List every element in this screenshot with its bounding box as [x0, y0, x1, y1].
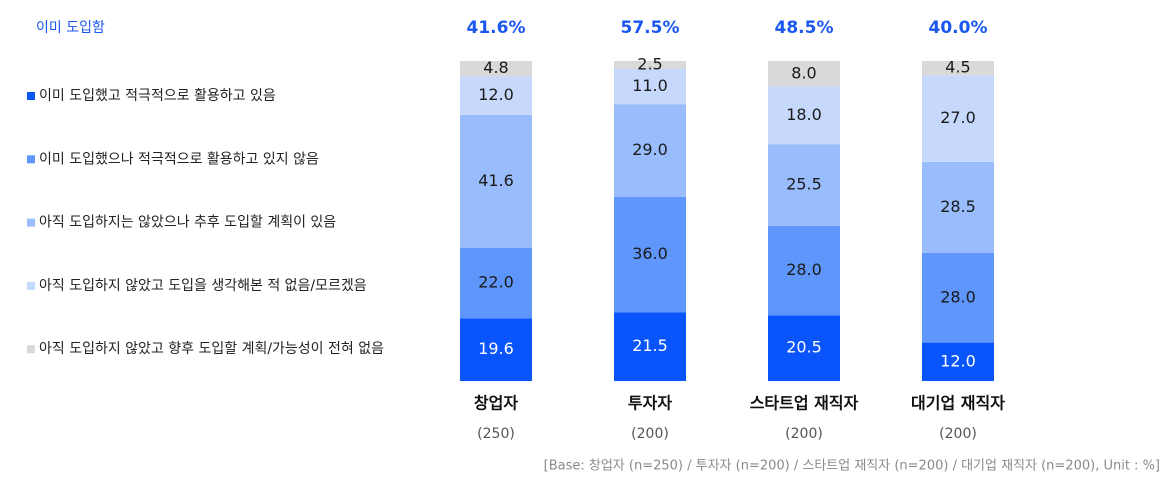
value-label: 11.0	[632, 76, 668, 95]
bar-segment	[922, 61, 994, 76]
bar-segment	[768, 315, 840, 381]
category-note: (200)	[939, 426, 977, 442]
value-label: 19.6	[478, 339, 514, 358]
legend-swatch	[27, 218, 35, 227]
legend-label: 아직 도입하지 않았고 향후 도입할 계획/가능성이 전혀 없음	[39, 341, 384, 357]
bar-segment	[460, 318, 532, 381]
adopted-label: 이미 도입함	[36, 20, 105, 36]
bar-segment	[768, 225, 840, 316]
value-label: 22.0	[478, 273, 514, 292]
value-label: 28.5	[940, 197, 976, 216]
total-label: 40.0%	[929, 18, 988, 38]
bar-segment	[614, 197, 686, 313]
value-label: 2.5	[637, 55, 662, 74]
bar-segment	[614, 312, 686, 381]
bar-segment	[922, 161, 994, 253]
total-label: 41.6%	[467, 18, 526, 38]
category-note: (200)	[631, 426, 669, 442]
value-label: 41.6	[478, 171, 514, 190]
footnote: [Base: 창업자 (n=250) / 투자자 (n=200) / 스타트업 …	[544, 459, 1160, 474]
bar-segment	[922, 75, 994, 162]
bar-segment	[768, 144, 840, 226]
bar-segment	[460, 76, 532, 115]
legend-swatch	[27, 92, 35, 100]
legend-swatch	[27, 345, 35, 354]
bar-segment	[922, 342, 994, 381]
bar-segment	[922, 253, 994, 343]
category-note: (200)	[785, 426, 823, 442]
category-label: 투자자	[628, 394, 672, 413]
bar-segment	[768, 86, 840, 145]
bar-segment	[768, 61, 840, 87]
category-label: 스타트업 재직자	[750, 394, 859, 413]
bar-segment	[614, 69, 686, 105]
total-label: 57.5%	[621, 18, 680, 38]
category-label: 대기업 재직자	[911, 394, 1005, 413]
legend-swatch	[27, 281, 35, 290]
value-label: 27.0	[940, 108, 976, 127]
bar-segment	[460, 61, 532, 77]
category-note: (250)	[477, 426, 515, 442]
value-label: 25.5	[786, 175, 822, 194]
value-label: 21.5	[632, 336, 668, 355]
legend-label: 아직 도입하지 않았고 도입을 생각해본 적 없음/모르겠음	[39, 278, 367, 294]
value-label: 29.0	[632, 140, 668, 159]
bar-segment	[614, 104, 686, 197]
value-label: 28.0	[786, 260, 822, 279]
bar-segment	[460, 247, 532, 319]
value-label: 4.8	[483, 58, 508, 77]
value-label: 12.0	[478, 85, 514, 104]
bar-segment	[460, 114, 532, 248]
value-label: 20.5	[786, 338, 822, 357]
category-label: 창업자	[474, 394, 518, 413]
legend-label: 이미 도입했으나 적극적으로 활용하고 있지 않음	[39, 151, 319, 167]
value-label: 36.0	[632, 244, 668, 263]
legend-swatch	[27, 155, 35, 164]
value-label: 28.0	[940, 287, 976, 306]
value-label: 18.0	[786, 105, 822, 124]
legend-label: 이미 도입했고 적극적으로 활용하고 있음	[39, 88, 276, 104]
value-label: 8.0	[791, 63, 816, 82]
value-label: 12.0	[940, 351, 976, 370]
bar-segment	[614, 61, 686, 69]
legend-label: 아직 도입하지는 않았으나 추후 도입할 계획이 있음	[39, 215, 336, 231]
total-label: 48.5%	[775, 18, 834, 38]
value-label: 4.5	[945, 58, 970, 77]
